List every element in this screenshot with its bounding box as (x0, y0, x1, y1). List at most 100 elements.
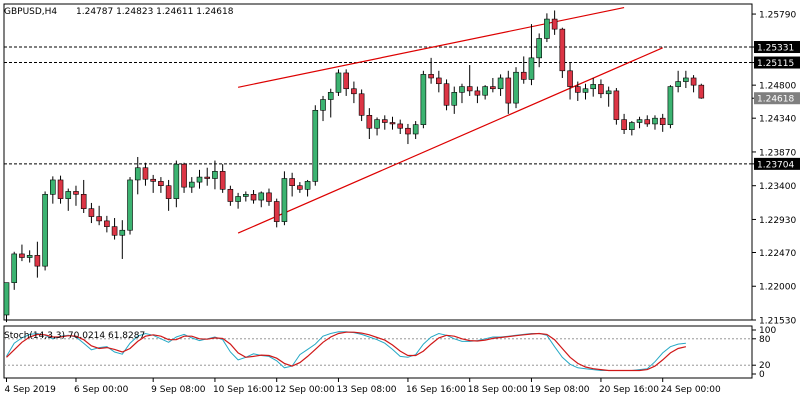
candle-body (266, 192, 272, 202)
candle-body (11, 253, 18, 283)
candle (196, 169, 203, 189)
candle (698, 83, 705, 99)
candle-body (134, 167, 141, 181)
candle-body (281, 178, 288, 222)
candle (204, 167, 211, 186)
candle-body (188, 181, 195, 188)
candle-body (659, 117, 666, 125)
price-tick-label: 1.21530 (759, 317, 796, 327)
candle-body (412, 124, 419, 135)
time-tick-label: 10 Sep 16:00 (213, 385, 273, 395)
candle-body (698, 84, 705, 99)
candle-body (273, 201, 280, 222)
candle (11, 251, 18, 290)
candle-body (528, 57, 535, 80)
candle (443, 79, 450, 111)
candle (96, 205, 102, 226)
candle-body (204, 176, 211, 179)
candle (327, 88, 334, 118)
time-tick-label: 24 Sep 00:00 (661, 385, 721, 395)
candle-body (559, 28, 566, 72)
chart-title: GBPUSD,H4 (4, 7, 57, 17)
price-tick-label: 1.24800 (759, 82, 796, 92)
candle (366, 108, 373, 140)
stoch-tick-label: 80 (759, 335, 771, 345)
time-axis: 4 Sep 2019 6 Sep 00:00 9 Sep 08:00 10 Sep 1… (5, 378, 721, 395)
candle-body (675, 81, 681, 87)
price-level-tag (754, 41, 800, 54)
price-tick-label: 1.23400 (759, 182, 796, 192)
candle (629, 121, 635, 136)
candle (358, 89, 365, 122)
candle (574, 81, 581, 101)
stoch-tick-label: 100 (759, 326, 776, 336)
candle-body (389, 122, 396, 125)
candle (428, 57, 434, 84)
time-tick-label: 6 Sep 00:00 (74, 385, 129, 395)
candle-body (235, 196, 241, 202)
candle (142, 162, 149, 186)
candle (683, 70, 689, 89)
stoch-label: Stoch(14,3,3) 70.0214 61.8287 (4, 331, 145, 341)
candle (119, 220, 126, 259)
candle-body (158, 181, 164, 187)
candle (42, 191, 48, 271)
candle-body (683, 77, 689, 82)
candle (111, 218, 118, 240)
candle-body (466, 86, 473, 92)
candle (250, 190, 257, 204)
candle-body (459, 86, 465, 93)
candle-body (613, 90, 620, 120)
candle (389, 116, 396, 130)
time-tick-label: 12 Sep 00:00 (275, 385, 335, 395)
candle-body (196, 176, 203, 183)
candle (165, 179, 172, 211)
candle-body (644, 119, 651, 125)
candle-body (343, 72, 349, 90)
candle-body (104, 220, 110, 227)
candle (667, 85, 674, 129)
candle (582, 83, 589, 100)
candle (436, 70, 442, 93)
candle (490, 77, 496, 93)
candle-body (34, 255, 41, 267)
candle (65, 188, 72, 211)
candle-body (605, 90, 612, 95)
candle-body (590, 84, 597, 90)
stoch-panel-border (3, 325, 753, 379)
candle (127, 177, 133, 235)
candle (374, 117, 380, 136)
candle (50, 176, 56, 204)
price-level-tag (754, 157, 800, 170)
trendline (237, 7, 625, 88)
candle-body (173, 163, 180, 199)
stoch-tick-label: 0 (759, 370, 765, 380)
price-tick-label: 1.22930 (759, 216, 796, 226)
candle-body (327, 92, 334, 100)
time-tick-label: 18 Sep 00:00 (468, 385, 528, 395)
candle-body (142, 167, 149, 180)
candle-body (690, 77, 697, 86)
candle-body (65, 191, 72, 199)
candle-body (19, 253, 25, 258)
candle (134, 156, 141, 195)
candle (88, 202, 95, 224)
candle-body (304, 181, 311, 190)
candle (598, 79, 604, 99)
candle (304, 179, 311, 197)
candle (551, 10, 558, 35)
price-level-label: 1.25331 (757, 44, 794, 54)
candle-body (320, 99, 326, 111)
candle-body (451, 92, 458, 106)
price-level-label: 1.24618 (757, 95, 794, 105)
candle (482, 85, 488, 100)
price-panel-border (3, 3, 753, 321)
candle (273, 198, 280, 228)
candle-body (119, 229, 126, 236)
candle (320, 95, 326, 122)
price-tick-label: 1.25790 (759, 11, 796, 21)
price-level-label: 1.25115 (757, 59, 794, 69)
stoch-signal-line (6, 331, 687, 372)
candle-body (497, 77, 504, 90)
